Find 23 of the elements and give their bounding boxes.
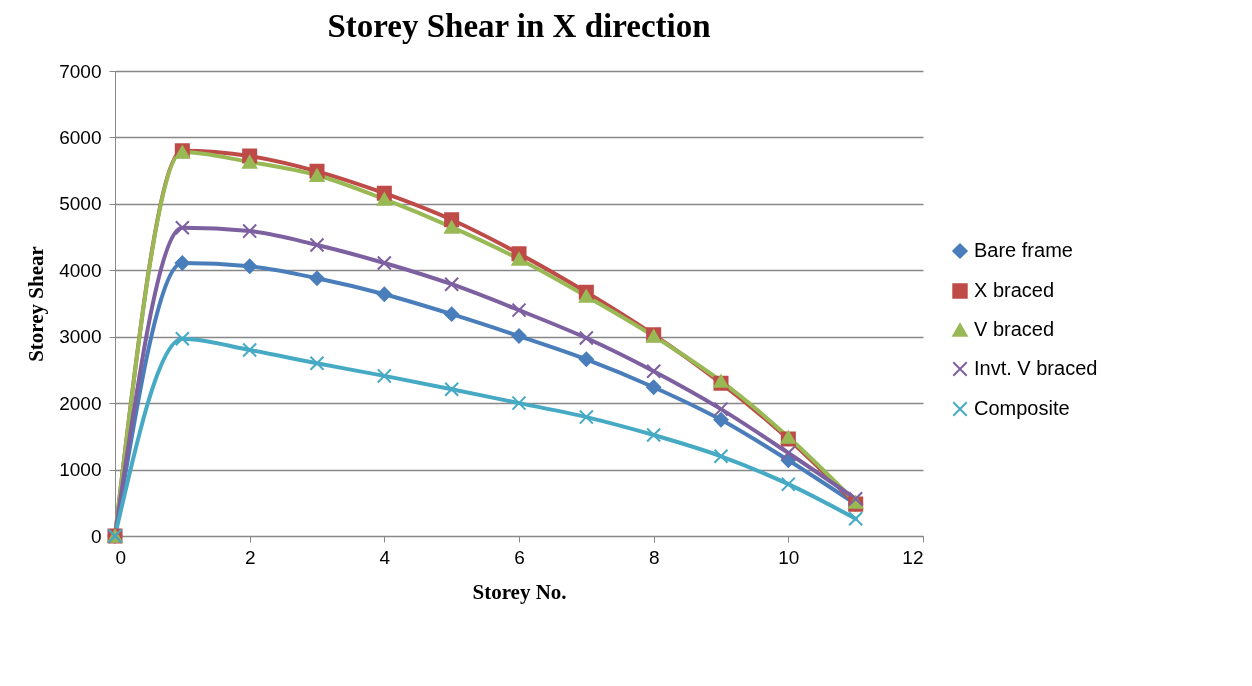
chart-title: Storey Shear in X direction [327,8,711,44]
x-axis-title: Storey No. [472,579,567,604]
y-tick-label: 7000 [59,60,102,82]
y-tick-label: 0 [90,525,102,547]
y-axis-title: Storey Shear [24,246,49,362]
legend-label: V braced [974,318,1055,340]
y-tick-label: 3000 [59,326,102,348]
legend-label: Invt. V braced [974,357,1098,379]
x-tick-label: 4 [379,546,391,568]
y-tick-label: 4000 [59,259,102,281]
y-tick-label: 6000 [59,126,102,148]
legend-label: X braced [974,279,1055,301]
legend-label: Composite [974,397,1070,419]
x-tick-label: 8 [648,546,660,568]
y-tick-label: 5000 [59,193,102,215]
x-tick-label: 6 [514,546,525,568]
legend-label: Bare frame [974,239,1073,261]
x-tick-label: 12 [902,546,924,568]
x-tick-label: 10 [778,546,800,568]
x-tick-label: 2 [244,546,256,568]
y-tick-label: 1000 [59,459,102,481]
y-tick-label: 2000 [59,392,102,414]
x-tick-label: 0 [115,546,127,568]
